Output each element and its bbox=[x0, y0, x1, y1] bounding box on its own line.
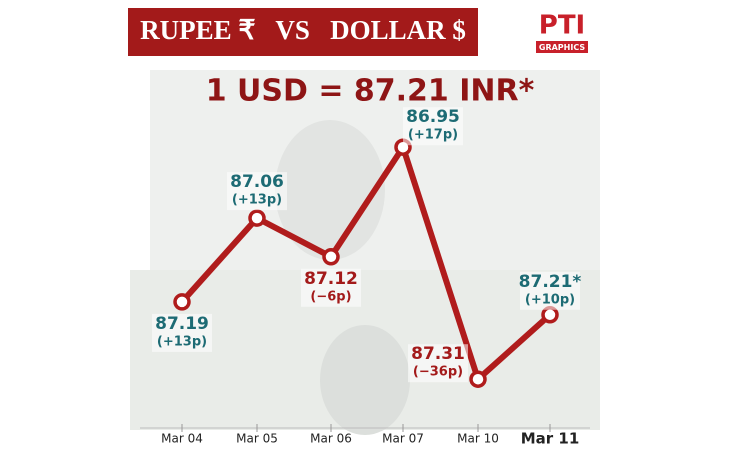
x-tick-label: Mar 10 bbox=[457, 432, 499, 446]
change-label: (−6p) bbox=[310, 289, 351, 304]
label-bg bbox=[408, 344, 468, 383]
value-label: 87.12 bbox=[304, 269, 358, 289]
portrait bbox=[320, 325, 410, 435]
background-art bbox=[130, 70, 600, 435]
change-label: (+17p) bbox=[408, 128, 458, 143]
x-tick-label: Mar 11 bbox=[521, 430, 580, 448]
value-label: 87.06 bbox=[230, 172, 284, 192]
portrait bbox=[275, 120, 385, 260]
change-label: (+13p) bbox=[232, 193, 282, 208]
x-tick-label: Mar 04 bbox=[161, 432, 203, 446]
logo: PTI bbox=[539, 11, 585, 41]
change-label: (+10p) bbox=[525, 292, 575, 307]
point bbox=[322, 248, 340, 266]
change-label: (+13p) bbox=[157, 334, 207, 349]
value-label: 86.95 bbox=[406, 107, 460, 127]
header-box bbox=[128, 8, 478, 56]
value-label: 87.31 bbox=[411, 344, 465, 364]
label-bg bbox=[403, 107, 463, 146]
chart-title: 1 USD = 87.21 INR* bbox=[206, 74, 535, 109]
label-bg bbox=[152, 313, 212, 352]
logo-bar bbox=[536, 41, 588, 53]
point bbox=[248, 209, 266, 227]
x-tick-label: Mar 06 bbox=[310, 432, 352, 446]
point bbox=[469, 370, 487, 388]
logo-sub: GRAPHICS bbox=[539, 43, 585, 52]
header: RUPEE ₹ VS DOLLAR $ bbox=[140, 15, 466, 45]
value-label: 87.21* bbox=[519, 272, 582, 292]
x-tick-label: Mar 05 bbox=[236, 432, 278, 446]
label-bg bbox=[520, 271, 580, 310]
line bbox=[179, 144, 553, 383]
point bbox=[541, 306, 559, 324]
change-label: (−36p) bbox=[413, 365, 463, 380]
value-label: 87.19 bbox=[155, 314, 209, 334]
x-tick-label: Mar 07 bbox=[382, 432, 424, 446]
label-bg bbox=[301, 268, 361, 307]
label-bg bbox=[227, 172, 287, 211]
point bbox=[173, 293, 191, 311]
